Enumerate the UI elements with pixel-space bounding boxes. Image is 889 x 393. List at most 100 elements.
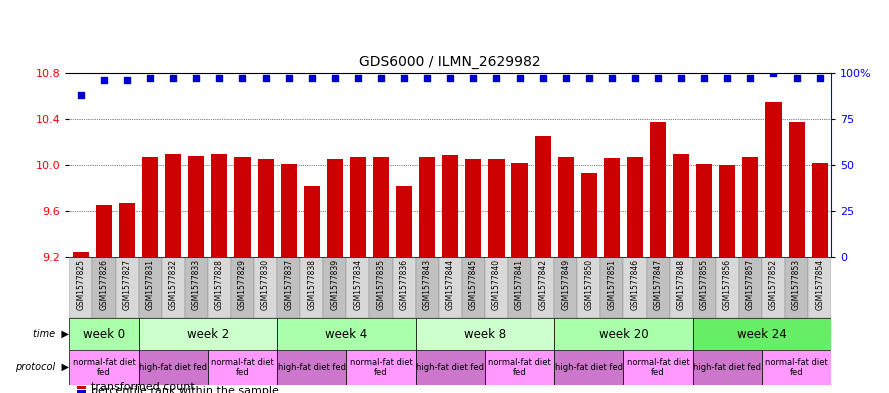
Bar [212, 154, 228, 257]
Text: GSM1577847: GSM1577847 [653, 259, 662, 310]
Point [236, 75, 250, 81]
Bar [812, 163, 828, 257]
Point [444, 75, 458, 81]
Text: GSM1577838: GSM1577838 [308, 259, 316, 310]
Bar [69, 350, 139, 385]
Text: GSM1577848: GSM1577848 [677, 259, 685, 310]
Text: GDS6000 / ILMN_2629982: GDS6000 / ILMN_2629982 [359, 55, 541, 69]
Text: GSM1577846: GSM1577846 [630, 259, 639, 310]
Bar [185, 257, 208, 318]
Bar [300, 257, 324, 318]
Text: GSM1577850: GSM1577850 [584, 259, 593, 310]
Bar [419, 157, 436, 257]
Bar [600, 257, 623, 318]
Text: GSM1577835: GSM1577835 [377, 259, 386, 310]
Bar [531, 257, 554, 318]
Bar [627, 157, 643, 257]
Text: GSM1577856: GSM1577856 [723, 259, 732, 310]
Bar [693, 318, 831, 350]
Bar [646, 257, 669, 318]
Bar [789, 122, 805, 257]
Bar [162, 257, 185, 318]
Point [535, 75, 549, 81]
Bar [785, 257, 808, 318]
Text: GSM1577845: GSM1577845 [469, 259, 478, 310]
Bar [281, 164, 297, 257]
Text: GSM1577841: GSM1577841 [515, 259, 524, 310]
Text: week 20: week 20 [598, 327, 648, 341]
Text: GSM1577853: GSM1577853 [792, 259, 801, 310]
Bar [208, 350, 277, 385]
Point [766, 70, 781, 76]
Bar [416, 257, 439, 318]
Bar [92, 257, 116, 318]
Point [558, 75, 573, 81]
Point [466, 75, 480, 81]
Point [489, 75, 503, 81]
Point [743, 75, 757, 81]
Bar [373, 157, 389, 257]
Bar [258, 159, 274, 257]
Bar [623, 257, 646, 318]
Text: GSM1577837: GSM1577837 [284, 259, 293, 310]
Bar [604, 158, 620, 257]
Point [628, 75, 642, 81]
Bar [485, 350, 554, 385]
Point [651, 75, 665, 81]
Text: GSM1577842: GSM1577842 [538, 259, 547, 310]
Text: high-fat diet fed: high-fat diet fed [693, 363, 761, 372]
Text: GSM1577831: GSM1577831 [146, 259, 155, 310]
Bar [77, 386, 86, 389]
Text: transformed count: transformed count [91, 382, 195, 392]
Text: GSM1577832: GSM1577832 [169, 259, 178, 310]
Point [97, 77, 111, 83]
Text: normal-fat diet
fed: normal-fat diet fed [349, 358, 412, 377]
Bar [165, 154, 181, 257]
Point [697, 75, 711, 81]
Point [166, 75, 180, 81]
Text: GSM1577830: GSM1577830 [261, 259, 270, 310]
Point [351, 75, 365, 81]
Bar [73, 252, 89, 257]
Bar [139, 350, 208, 385]
Bar [393, 257, 416, 318]
Bar [442, 155, 459, 257]
Bar [142, 157, 158, 257]
Bar [439, 257, 461, 318]
Point [120, 77, 134, 83]
Text: week 4: week 4 [325, 327, 367, 341]
Bar [396, 186, 412, 257]
Bar [554, 350, 623, 385]
Point [789, 75, 804, 81]
Bar [808, 257, 831, 318]
Bar [742, 157, 758, 257]
Bar [347, 350, 416, 385]
Bar [762, 350, 831, 385]
Text: GSM1577857: GSM1577857 [746, 259, 755, 310]
Bar [765, 101, 781, 257]
Point [212, 75, 227, 81]
Bar [416, 318, 554, 350]
Text: week 8: week 8 [464, 327, 506, 341]
Bar [350, 157, 366, 257]
Text: week 24: week 24 [737, 327, 787, 341]
Bar [508, 257, 531, 318]
Text: GSM1577834: GSM1577834 [354, 259, 363, 310]
Bar [116, 257, 139, 318]
Text: GSM1577825: GSM1577825 [76, 259, 85, 310]
Text: normal-fat diet
fed: normal-fat diet fed [765, 358, 828, 377]
Text: GSM1577851: GSM1577851 [607, 259, 616, 310]
Bar [77, 390, 86, 393]
Point [189, 75, 204, 81]
Text: GSM1577836: GSM1577836 [399, 259, 409, 310]
Point [74, 92, 88, 98]
Bar [139, 318, 277, 350]
Bar [324, 257, 347, 318]
Point [420, 75, 435, 81]
Bar [554, 257, 577, 318]
Bar [693, 257, 716, 318]
Text: GSM1577854: GSM1577854 [815, 259, 824, 310]
Text: GSM1577829: GSM1577829 [238, 259, 247, 310]
Bar [623, 350, 693, 385]
Bar [534, 136, 550, 257]
